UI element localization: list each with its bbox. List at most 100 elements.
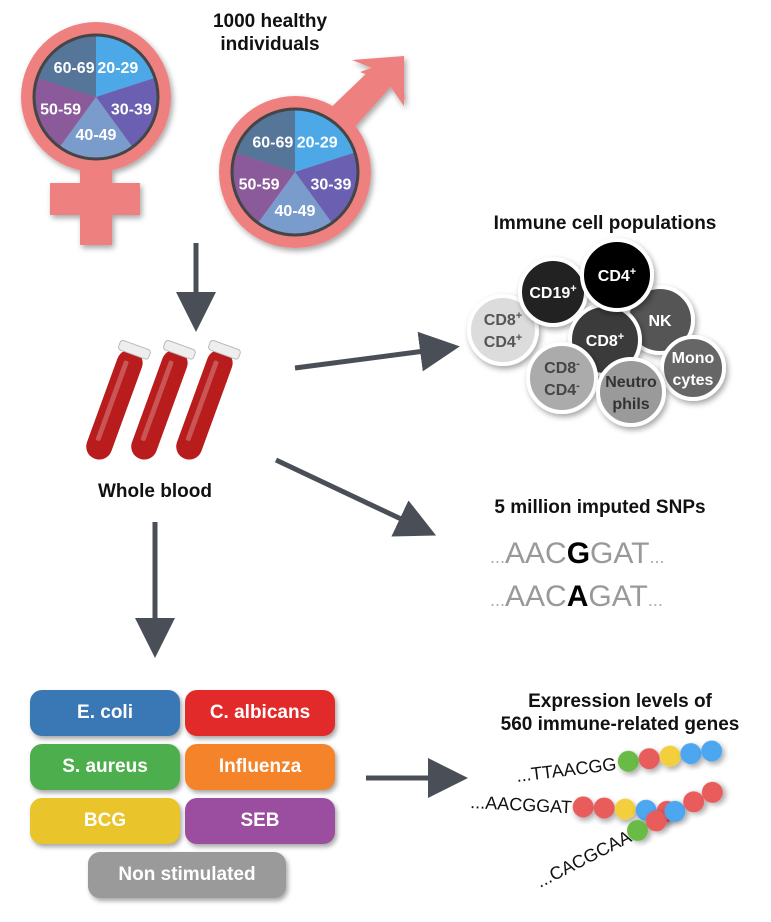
pie-outline	[230, 107, 360, 237]
age-slice-40-49	[59, 97, 133, 160]
cell-label: CD8-	[544, 358, 580, 377]
expression-title: Expression levels of 560 immune-related …	[470, 690, 770, 736]
cohort-title: 1000 healthy individuals	[190, 10, 350, 56]
cell-label: CD8+	[484, 310, 522, 329]
age-label: 60-69	[54, 60, 95, 77]
age-slice-60-69	[235, 109, 295, 172]
gene-strand: ...CACGCAA	[533, 781, 723, 892]
expression-bead	[664, 800, 686, 822]
age-label: 40-49	[76, 127, 117, 144]
tube-body	[86, 349, 143, 460]
cell-label: NK	[648, 313, 672, 330]
expression-bead	[701, 740, 723, 762]
female-crossbar	[50, 183, 140, 215]
expression-bead	[572, 796, 594, 818]
snp-sequences: ...AACGGAT... ...AACAGAT...	[490, 537, 665, 613]
cell-label: CD19+	[529, 283, 576, 302]
stimulus-bcg: BCG	[30, 798, 180, 844]
age-label: 30-39	[111, 101, 152, 118]
cell-label: Mono	[672, 350, 715, 367]
cell-label: cytes	[673, 372, 714, 389]
stimulus-c-albicans: C. albicans	[185, 690, 335, 736]
tube-shine	[140, 360, 174, 441]
tube-cap	[208, 339, 241, 360]
cell-population-7: Neutro phils	[596, 357, 666, 427]
stimulus-label: S. aureus	[62, 756, 148, 777]
stimulus-label: C. albicans	[209, 702, 311, 723]
expression-bead	[614, 798, 636, 820]
age-slice-40-49	[257, 172, 333, 235]
age-label: 20-29	[297, 134, 338, 151]
age-slice-50-59	[33, 77, 96, 148]
snp-sequence: ...AACGGAT...	[490, 537, 665, 570]
whole-blood-label: Whole blood	[98, 481, 212, 502]
expression-title-line2: 560 immune-related genes	[500, 714, 740, 735]
stimulus-label: E. coli	[77, 702, 133, 723]
tube-shine	[95, 360, 129, 441]
expression-bead	[645, 810, 667, 832]
flow-arrows	[135, 243, 468, 798]
age-label: 50-59	[239, 177, 280, 194]
cell-population-0: CD8+ CD4+	[467, 294, 539, 366]
cell-label: Neutro	[605, 374, 657, 391]
cell-label: phils	[612, 396, 649, 413]
age-slice-20-29	[96, 35, 155, 97]
gene-expression-strands: ...TTAACGG ...AACGGAT ...CACGCAA	[470, 740, 723, 892]
age-label: 30-39	[310, 177, 351, 194]
blood-tube	[176, 339, 241, 460]
blood-tube	[131, 339, 196, 460]
cell-label: CD4+	[598, 266, 636, 285]
stimulus-label: BCG	[83, 810, 127, 831]
age-slice-50-59	[232, 152, 295, 223]
tube-body	[176, 349, 233, 460]
male-symbol: 20-29 30-39 40-49 50-59 60-69	[219, 56, 405, 248]
expression-bead	[680, 743, 702, 765]
blood-tubes-icon	[86, 339, 241, 460]
pie-outline	[32, 33, 160, 161]
cell-circle	[596, 357, 666, 427]
expression-bead	[593, 797, 615, 819]
age-slice-30-39	[96, 77, 158, 148]
immune-cell-cluster: CD8+ CD4+ CD19+ NK CD8+ CD4+ CD8- CD4- Mono cytes…	[467, 238, 726, 427]
cell-label: CD8+	[586, 331, 624, 350]
stimulus-non-stimulated: Non stimulated	[88, 852, 286, 898]
expression-title-line1: Expression levels of	[528, 691, 712, 712]
age-label: 40-49	[275, 203, 316, 220]
stimulus-label: Non stimulated	[118, 864, 256, 885]
stimulus-label: Influenza	[218, 756, 302, 777]
gene-sequence: ...TTAACGG	[515, 754, 617, 786]
flow-arrow	[274, 457, 437, 537]
gene-sequence: ...CACGCAA	[533, 827, 635, 892]
tube-cap	[118, 339, 151, 360]
stimulus-s-aureus: S. aureus	[30, 744, 180, 790]
expression-bead	[627, 819, 649, 841]
cell-label: CD4+	[484, 332, 522, 351]
age-label: 20-29	[97, 60, 138, 77]
expression-bead	[638, 748, 660, 770]
expression-bead	[683, 791, 705, 813]
cohort-title-line1: 1000 healthy	[212, 11, 328, 32]
cell-circle	[467, 294, 539, 366]
cell-population-6: Mono cytes	[660, 335, 726, 401]
cohort-title-line2: individuals	[220, 34, 320, 55]
stimulus-influenza: Influenza	[185, 744, 335, 790]
stimulus-label: SEB	[240, 810, 280, 831]
gene-strand: ...TTAACGG	[515, 740, 723, 786]
cell-population-4: CD4+	[580, 238, 654, 312]
snps-title: 5 million imputed SNPs	[494, 497, 706, 518]
expression-bead	[617, 750, 639, 772]
cell-label: CD4-	[544, 380, 580, 399]
age-slice-30-39	[295, 152, 358, 223]
stimulus-seb: SEB	[185, 798, 335, 844]
age-label: 50-59	[40, 101, 81, 118]
expression-bead	[659, 745, 681, 767]
snp-sequence: ...AACAGAT...	[490, 580, 663, 613]
tube-cap	[163, 339, 196, 360]
female-symbol: 20-29 30-39 40-49 50-59 60-69	[21, 22, 171, 245]
flow-arrow	[294, 331, 460, 372]
cell-circle	[580, 238, 654, 312]
tube-shine	[185, 360, 219, 441]
cell-circle	[660, 335, 726, 401]
